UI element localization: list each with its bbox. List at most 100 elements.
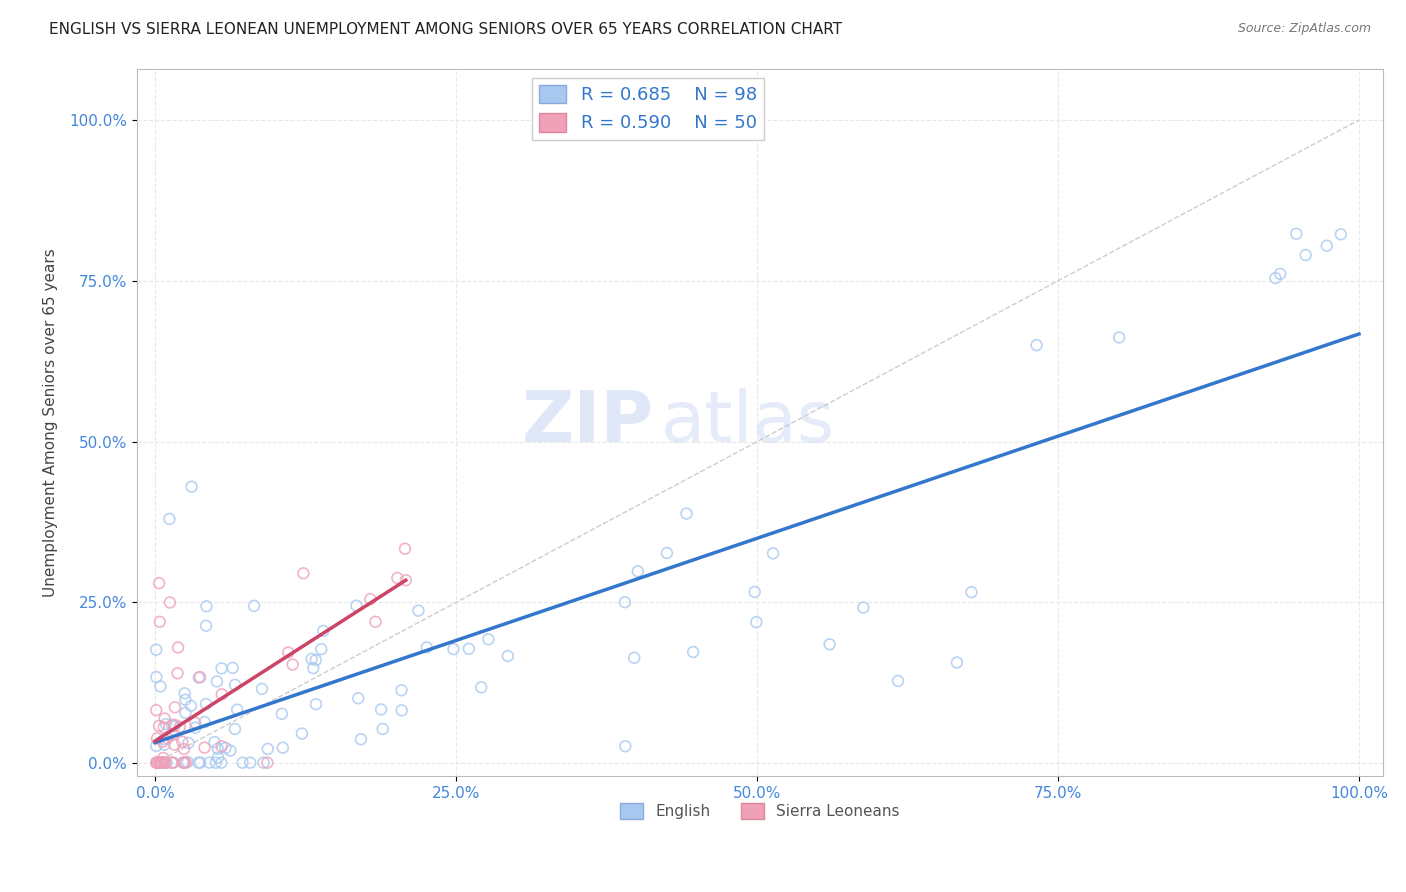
Point bbox=[180, 698, 202, 713]
Point bbox=[145, 642, 167, 657]
Point bbox=[214, 740, 236, 755]
Point bbox=[167, 640, 190, 655]
Text: atlas: atlas bbox=[661, 388, 835, 457]
Point bbox=[149, 756, 172, 770]
Point bbox=[155, 717, 177, 731]
Point bbox=[1330, 227, 1353, 242]
Point bbox=[156, 731, 179, 746]
Point bbox=[163, 738, 186, 752]
Point bbox=[173, 686, 195, 700]
Point bbox=[211, 739, 233, 754]
Point bbox=[762, 546, 785, 560]
Point bbox=[152, 734, 174, 748]
Y-axis label: Unemployment Among Seniors over 65 years: Unemployment Among Seniors over 65 years bbox=[44, 248, 58, 597]
Point bbox=[205, 756, 228, 770]
Point bbox=[187, 756, 209, 770]
Point bbox=[193, 715, 215, 730]
Point bbox=[172, 735, 194, 749]
Point bbox=[160, 718, 183, 732]
Point bbox=[195, 619, 218, 633]
Point bbox=[394, 541, 416, 556]
Point bbox=[149, 756, 172, 770]
Point bbox=[347, 691, 370, 706]
Point bbox=[166, 666, 188, 681]
Point bbox=[145, 756, 167, 770]
Point bbox=[149, 756, 172, 770]
Point bbox=[1264, 271, 1286, 285]
Point bbox=[387, 571, 409, 585]
Point bbox=[457, 641, 479, 656]
Point bbox=[675, 507, 697, 521]
Point bbox=[391, 683, 413, 698]
Point bbox=[145, 670, 167, 684]
Point bbox=[211, 687, 233, 701]
Point bbox=[174, 692, 197, 706]
Point bbox=[408, 604, 430, 618]
Point bbox=[887, 673, 910, 688]
Point bbox=[221, 661, 243, 675]
Point bbox=[204, 735, 226, 749]
Point bbox=[159, 595, 181, 609]
Point bbox=[745, 615, 768, 630]
Point bbox=[346, 599, 368, 613]
Point bbox=[162, 728, 184, 742]
Point bbox=[205, 674, 228, 689]
Text: ENGLISH VS SIERRA LEONEAN UNEMPLOYMENT AMONG SENIORS OVER 65 YEARS CORRELATION C: ENGLISH VS SIERRA LEONEAN UNEMPLOYMENT A… bbox=[49, 22, 842, 37]
Point bbox=[149, 615, 172, 629]
Point bbox=[224, 678, 246, 692]
Point bbox=[277, 645, 299, 659]
Point bbox=[153, 756, 176, 770]
Point bbox=[232, 756, 254, 770]
Point bbox=[188, 756, 211, 770]
Point bbox=[470, 681, 492, 695]
Point bbox=[162, 756, 184, 770]
Point bbox=[852, 600, 875, 615]
Point bbox=[174, 756, 197, 770]
Point bbox=[172, 756, 194, 770]
Point bbox=[195, 599, 218, 614]
Point bbox=[169, 720, 191, 734]
Point bbox=[153, 756, 176, 770]
Point bbox=[312, 624, 335, 638]
Point bbox=[370, 702, 392, 716]
Point bbox=[146, 756, 169, 770]
Point bbox=[623, 650, 645, 665]
Point bbox=[250, 681, 273, 696]
Point bbox=[391, 703, 413, 717]
Point bbox=[960, 585, 983, 599]
Point bbox=[496, 648, 519, 663]
Point bbox=[655, 546, 678, 560]
Point bbox=[153, 756, 176, 770]
Point bbox=[1108, 330, 1130, 344]
Point bbox=[256, 742, 278, 756]
Point bbox=[153, 732, 176, 747]
Point bbox=[224, 722, 246, 736]
Legend: English, Sierra Leoneans: English, Sierra Leoneans bbox=[614, 797, 905, 825]
Point bbox=[148, 719, 170, 733]
Point bbox=[1025, 338, 1047, 352]
Point bbox=[177, 736, 200, 750]
Point bbox=[145, 756, 167, 770]
Point bbox=[184, 721, 207, 735]
Point bbox=[301, 652, 323, 666]
Point bbox=[174, 706, 197, 720]
Point bbox=[226, 703, 249, 717]
Point bbox=[195, 697, 218, 711]
Point bbox=[150, 756, 173, 770]
Point bbox=[1285, 227, 1308, 241]
Point bbox=[152, 751, 174, 765]
Point bbox=[239, 756, 262, 770]
Point bbox=[744, 585, 766, 599]
Point bbox=[146, 756, 169, 770]
Point bbox=[1270, 267, 1292, 281]
Point bbox=[256, 756, 278, 770]
Point bbox=[311, 642, 333, 657]
Point bbox=[150, 756, 173, 770]
Point bbox=[207, 741, 229, 756]
Point bbox=[180, 480, 202, 494]
Point bbox=[818, 637, 841, 651]
Point bbox=[416, 640, 439, 655]
Text: Source: ZipAtlas.com: Source: ZipAtlas.com bbox=[1237, 22, 1371, 36]
Point bbox=[198, 756, 221, 770]
Point bbox=[159, 512, 181, 526]
